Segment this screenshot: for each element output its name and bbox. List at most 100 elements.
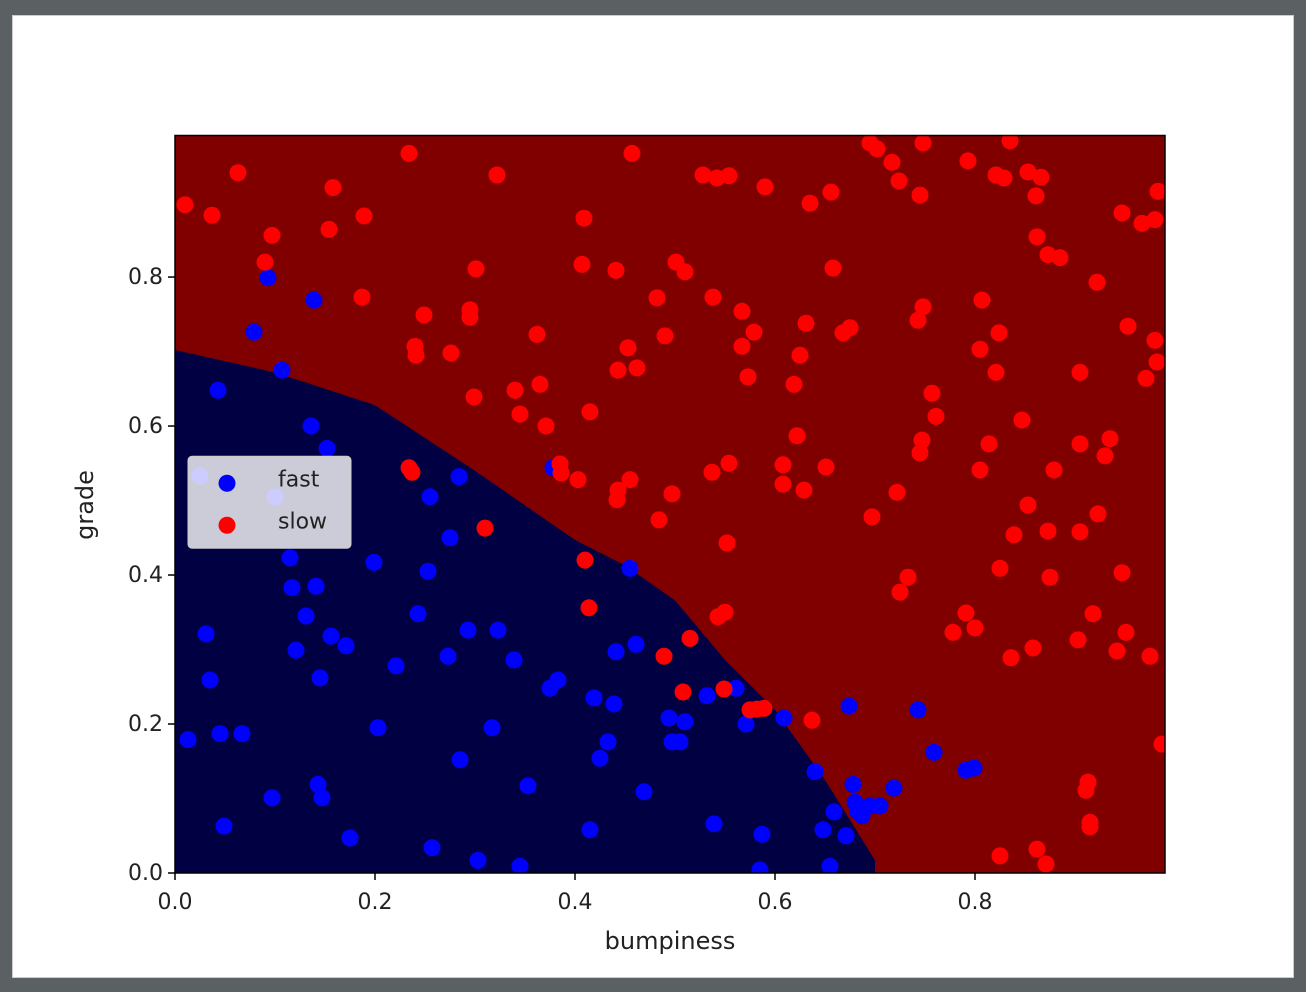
point bbox=[585, 689, 603, 707]
point bbox=[465, 388, 483, 406]
point bbox=[459, 621, 477, 639]
point bbox=[451, 751, 469, 769]
point bbox=[1071, 363, 1089, 381]
point bbox=[355, 207, 373, 225]
point bbox=[511, 857, 529, 873]
point bbox=[581, 821, 599, 839]
point bbox=[801, 194, 819, 212]
point bbox=[403, 463, 421, 481]
point bbox=[885, 779, 903, 797]
point bbox=[489, 621, 507, 639]
point bbox=[415, 306, 433, 324]
point bbox=[868, 140, 886, 158]
point bbox=[927, 407, 945, 425]
point bbox=[297, 607, 315, 625]
point bbox=[1081, 818, 1099, 836]
point bbox=[400, 144, 418, 162]
point bbox=[1037, 855, 1055, 873]
point bbox=[591, 749, 609, 767]
point bbox=[966, 619, 984, 637]
point bbox=[419, 562, 437, 580]
point bbox=[305, 291, 323, 309]
point bbox=[705, 815, 723, 833]
point bbox=[273, 361, 291, 379]
point bbox=[1032, 168, 1050, 186]
point bbox=[1002, 649, 1020, 667]
point bbox=[635, 783, 653, 801]
point bbox=[607, 643, 625, 661]
x-tick-label: 0.6 bbox=[758, 890, 793, 915]
point bbox=[387, 657, 405, 675]
point bbox=[741, 701, 759, 719]
point bbox=[716, 603, 734, 621]
point bbox=[281, 549, 299, 567]
point bbox=[987, 363, 1005, 381]
point bbox=[1119, 317, 1137, 335]
point bbox=[1108, 642, 1126, 660]
point bbox=[791, 346, 809, 364]
point bbox=[476, 519, 494, 537]
point bbox=[648, 289, 666, 307]
point bbox=[442, 344, 460, 362]
point bbox=[863, 508, 881, 526]
point bbox=[313, 789, 331, 807]
y-tick-label: 0.2 bbox=[128, 712, 163, 737]
legend-box bbox=[187, 455, 352, 549]
point bbox=[369, 719, 387, 737]
point bbox=[599, 733, 617, 751]
point bbox=[909, 701, 927, 719]
x-tick-label: 0.2 bbox=[358, 890, 393, 915]
point bbox=[1133, 214, 1151, 232]
point bbox=[469, 851, 487, 869]
point bbox=[450, 468, 468, 486]
point bbox=[911, 444, 929, 462]
point bbox=[837, 827, 855, 845]
point bbox=[287, 641, 305, 659]
point bbox=[965, 759, 983, 777]
point bbox=[209, 381, 227, 399]
point bbox=[1071, 435, 1089, 453]
point bbox=[671, 733, 689, 751]
point bbox=[407, 346, 425, 364]
point bbox=[573, 255, 591, 273]
point bbox=[576, 551, 594, 569]
point bbox=[623, 144, 641, 162]
point bbox=[737, 715, 755, 733]
point bbox=[803, 711, 821, 729]
point bbox=[806, 763, 824, 781]
y-tick-label: 0.4 bbox=[128, 563, 163, 588]
point bbox=[423, 839, 441, 857]
point bbox=[1039, 522, 1057, 540]
point bbox=[245, 323, 263, 341]
point bbox=[1045, 461, 1063, 479]
point bbox=[1113, 204, 1131, 222]
point bbox=[775, 709, 793, 727]
point bbox=[991, 847, 1009, 865]
point bbox=[320, 220, 338, 238]
point bbox=[704, 288, 722, 306]
point bbox=[1101, 430, 1119, 448]
point bbox=[575, 209, 593, 227]
point bbox=[1117, 623, 1135, 641]
point bbox=[1051, 249, 1069, 267]
point bbox=[913, 431, 931, 449]
point bbox=[1096, 447, 1114, 465]
point bbox=[365, 553, 383, 571]
point bbox=[990, 324, 1008, 342]
point bbox=[569, 471, 587, 489]
point bbox=[785, 375, 803, 393]
point bbox=[676, 713, 694, 731]
x-tick-label: 0.0 bbox=[158, 890, 193, 915]
point bbox=[840, 697, 858, 715]
point bbox=[537, 417, 555, 435]
point bbox=[318, 439, 336, 457]
point bbox=[755, 699, 773, 717]
point bbox=[795, 481, 813, 499]
point bbox=[655, 647, 673, 665]
point bbox=[971, 461, 989, 479]
point bbox=[1028, 840, 1046, 858]
point bbox=[439, 647, 457, 665]
point bbox=[1071, 523, 1089, 541]
point bbox=[203, 206, 221, 224]
